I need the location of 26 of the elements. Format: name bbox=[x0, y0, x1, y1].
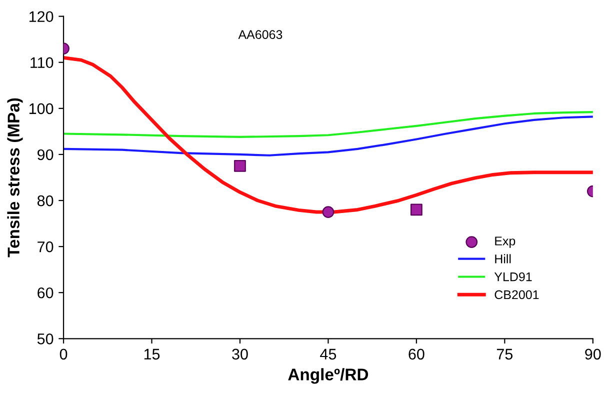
point bbox=[234, 160, 246, 172]
y-tick-label: 120 bbox=[29, 11, 54, 22]
x-tick-label: 75 bbox=[496, 348, 513, 360]
line-series bbox=[64, 111, 593, 138]
line-series bbox=[64, 116, 593, 156]
x-tick-label: 15 bbox=[144, 348, 160, 360]
y-axis-title: Tensile stress (MPa) bbox=[7, 98, 23, 258]
y-tick-label: 90 bbox=[38, 149, 54, 160]
x-tick-label: 45 bbox=[320, 348, 336, 360]
y-tick-label: 50 bbox=[37, 334, 54, 344]
x-tick-label: 90 bbox=[585, 348, 601, 360]
legend-label: Hill bbox=[495, 254, 511, 264]
y-tick-label: 80 bbox=[37, 195, 54, 206]
x-tick-label: 30 bbox=[232, 348, 248, 360]
x-tick-label: 0 bbox=[60, 348, 68, 360]
legend-label: CB2001 bbox=[494, 290, 539, 300]
y-tick-label: 100 bbox=[29, 103, 54, 114]
y-tick-label: 60 bbox=[38, 287, 54, 298]
x-axis-title: Angleº/RD bbox=[288, 368, 368, 384]
legend-label: YLD91 bbox=[494, 272, 532, 282]
point bbox=[410, 204, 422, 216]
y-tick-label: 110 bbox=[30, 57, 54, 68]
x-tick-label: 60 bbox=[408, 348, 424, 360]
annotation: AA6063 bbox=[238, 30, 282, 40]
legend-label: Exp bbox=[495, 236, 516, 248]
y-tick-label: 70 bbox=[38, 241, 54, 252]
